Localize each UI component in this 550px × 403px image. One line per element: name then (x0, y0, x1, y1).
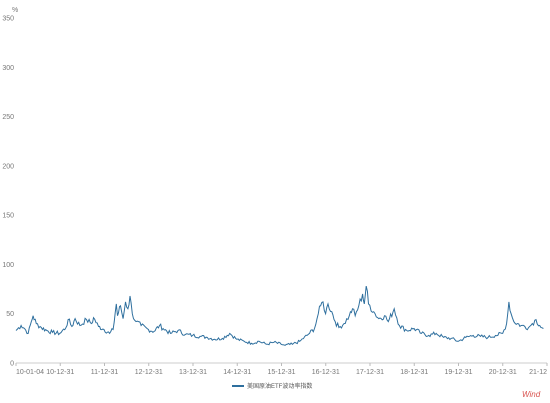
x-tick-label: 10-01-04 (16, 369, 44, 376)
x-tick-label: 20-12-31 (489, 369, 517, 376)
x-tick-label: 19-12-31 (444, 369, 472, 376)
x-tick-label: 18-12-31 (400, 369, 428, 376)
x-tick-label: 10-12-31 (46, 369, 74, 376)
legend: 美国原油ETF波动率指数 (232, 382, 312, 390)
x-tick-label: 11-12-31 (91, 369, 119, 376)
x-tick-label: 12-12-31 (135, 369, 163, 376)
source-label: Wind (522, 390, 541, 399)
x-tick-label: 15-12-31 (267, 369, 295, 376)
x-tick-label: 13-12-31 (179, 369, 207, 376)
y-tick-label: 250 (2, 114, 14, 121)
y-tick-label: 0 (10, 361, 14, 368)
y-tick-label: 50 (6, 311, 14, 318)
y-tick-label: 200 (2, 163, 14, 170)
x-axis-ticks: 10-01-04 10-12-31 11-12-31 12-12-31 13-12-31… (15, 363, 548, 376)
x-tick-label: 16-12-31 (312, 369, 340, 376)
legend-label: 美国原油ETF波动率指数 (247, 382, 312, 390)
y-tick-label: 150 (2, 213, 14, 220)
x-tick-label: 14-12-31 (223, 369, 251, 376)
series-line-crude-oil-etf-volatility (15, 285, 544, 346)
y-tick-label: 350 (2, 16, 14, 23)
y-axis-ticks: 0 50 100 150 200 250 300 350 (2, 16, 14, 368)
y-tick-label: 300 (2, 65, 14, 72)
x-tick-label: 21-12 (529, 369, 547, 376)
y-tick-label: 100 (2, 262, 14, 269)
y-axis-unit-label: % (12, 7, 18, 14)
x-tick-label: 17-12-31 (356, 369, 384, 376)
